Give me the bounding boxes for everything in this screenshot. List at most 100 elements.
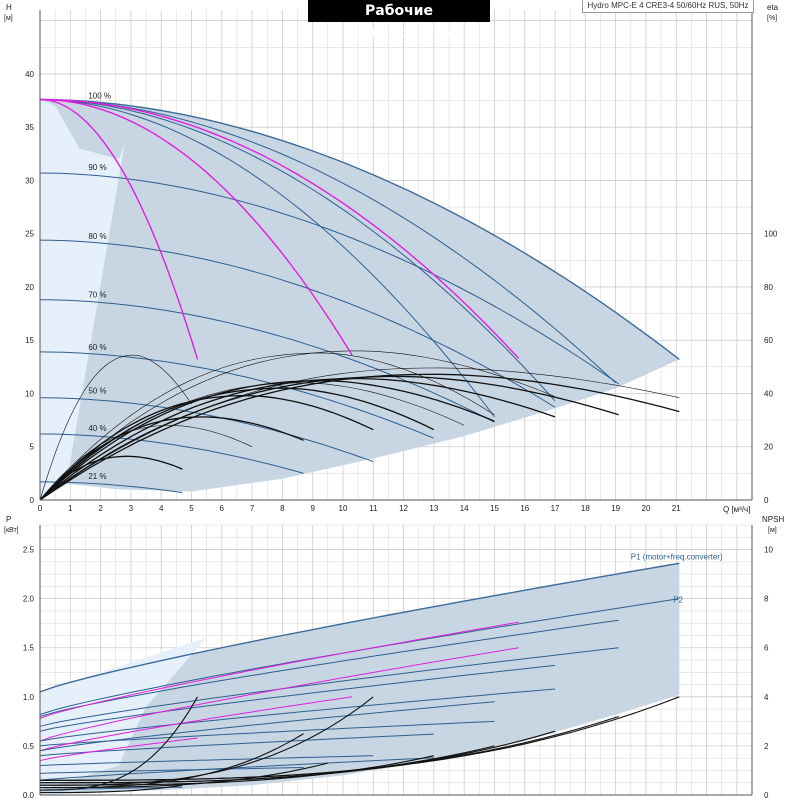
speed-label: 70 % [88, 291, 106, 300]
y-tick-label: 25 [25, 230, 34, 239]
speed-curve [39, 172, 619, 385]
speed-curve [39, 99, 495, 418]
npsh-curve [40, 715, 619, 781]
series-label: P1 (motor+freq.converter) [631, 552, 723, 561]
speed-curve [39, 299, 495, 423]
x-axis-label: Q [м³/ч] [723, 505, 750, 514]
power-curve [39, 647, 519, 742]
power-curve [39, 647, 619, 727]
y2-axis-unit: [м] [768, 527, 777, 534]
power-curve [39, 701, 495, 752]
pump-model-label: Hydro MPC-E 4 CRE3-4 50/60Hz RUS, 50Hz [582, 0, 754, 13]
x-tick-label: 21 [672, 504, 681, 513]
system-curve [39, 98, 520, 359]
y2-tick-label: 80 [764, 283, 773, 292]
y2-tick-label: 10 [764, 546, 773, 555]
y-tick-label: 2.5 [23, 546, 35, 555]
x-tick-label: 15 [490, 504, 499, 513]
x-tick-label: 19 [611, 504, 620, 513]
y-tick-label: 35 [25, 123, 34, 132]
y-axis-unit: [кВт] [4, 527, 19, 534]
low-flow-region [40, 99, 125, 500]
power-curve [39, 664, 556, 732]
series-label: P2 [673, 596, 683, 605]
y2-tick-label: 0 [764, 791, 769, 800]
y-tick-label: 5 [30, 443, 35, 452]
x-tick-label: 8 [280, 504, 285, 513]
power-curve [39, 733, 434, 757]
npsh-curve [40, 745, 495, 784]
y2-tick-label: 8 [764, 595, 769, 604]
x-tick-label: 11 [369, 504, 378, 513]
system-curve [39, 98, 353, 356]
efficiency-curve [39, 367, 680, 501]
x-tick-label: 17 [551, 504, 560, 513]
x-tick-label: 14 [460, 504, 469, 513]
speed-label: 90 % [88, 163, 106, 172]
x-tick-label: 20 [642, 504, 651, 513]
efficiency-curve [39, 350, 556, 501]
speed-curve [39, 99, 617, 384]
y2-tick-label: 100 [764, 230, 778, 239]
y-tick-label: 15 [25, 336, 34, 345]
y2-tick-label: 40 [764, 389, 773, 398]
x-tick-label: 18 [581, 504, 590, 513]
y-axis-unit: [м] [4, 15, 13, 22]
head-chart: 100 %90 %80 %70 %60 %50 %40 %21 %0 1 2 3 4 5 6… [4, 3, 779, 514]
x-tick-label: 3 [129, 504, 134, 513]
speed-label: 40 % [88, 424, 106, 433]
y-axis-label: P [6, 515, 11, 524]
y-tick-label: 40 [25, 70, 34, 79]
npsh-curve [40, 696, 198, 791]
y2-tick-label: 2 [764, 742, 769, 751]
efficiency-curve [39, 352, 495, 501]
x-tick-label: 6 [220, 504, 225, 513]
power-curve [39, 562, 680, 693]
speed-label: 80 % [88, 232, 106, 241]
speed-label: 100 % [88, 92, 111, 101]
speed-curve [39, 397, 374, 463]
power-curve [39, 757, 434, 781]
efficiency-curve [39, 416, 304, 501]
y2-axis-label: NPSH [762, 515, 784, 524]
speed-label: 60 % [88, 343, 106, 352]
power-curve [39, 755, 374, 766]
y2-tick-label: 60 [764, 336, 773, 345]
y-tick-label: 20 [25, 283, 34, 292]
y2-tick-label: 4 [764, 693, 769, 702]
power-curve [39, 767, 304, 774]
x-tick-label: 0 [38, 504, 43, 513]
x-tick-label: 2 [98, 504, 103, 513]
x-tick-label: 10 [339, 504, 348, 513]
power-curve [39, 737, 198, 762]
x-tick-label: 7 [250, 504, 255, 513]
speed-curve [39, 239, 556, 408]
x-tick-label: 16 [520, 504, 529, 513]
efficiency-curve [39, 354, 192, 501]
efficiency-curve [39, 380, 495, 501]
x-tick-label: 9 [310, 504, 315, 513]
y-tick-label: 0.5 [23, 742, 35, 751]
y-tick-label: 10 [25, 389, 34, 398]
speed-curve [39, 99, 556, 402]
power-curve [39, 696, 353, 752]
y2-tick-label: 6 [764, 644, 769, 653]
power-curve [39, 621, 519, 719]
power-curve [39, 688, 556, 742]
power-curve [39, 619, 619, 717]
x-tick-label: 1 [68, 504, 73, 513]
x-tick-label: 4 [159, 504, 164, 513]
y2-axis-unit: [%] [767, 15, 777, 22]
y-axis-label: H [6, 3, 12, 12]
speed-curve [40, 433, 304, 474]
y2-tick-label: 0 [764, 496, 769, 505]
chart-title: Рабочие характеристики [308, 0, 490, 41]
system-curve [39, 98, 199, 360]
speed-label: 21 % [88, 472, 106, 481]
y-tick-label: 30 [25, 176, 34, 185]
speed-curve [39, 351, 435, 439]
y-tick-label: 2.0 [23, 595, 35, 604]
y-tick-label: 1.0 [23, 693, 35, 702]
speed-curve [39, 98, 680, 360]
